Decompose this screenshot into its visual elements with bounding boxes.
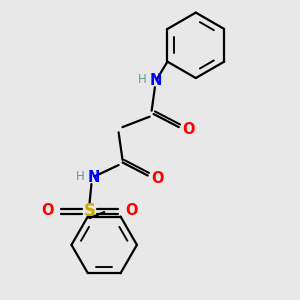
Text: O: O <box>182 122 195 137</box>
Text: O: O <box>151 171 164 186</box>
Text: H: H <box>76 170 85 183</box>
Text: O: O <box>41 203 54 218</box>
Text: N: N <box>87 170 100 185</box>
Text: N: N <box>149 73 162 88</box>
Text: H: H <box>138 73 147 86</box>
Text: S: S <box>83 202 95 220</box>
Text: O: O <box>125 203 138 218</box>
